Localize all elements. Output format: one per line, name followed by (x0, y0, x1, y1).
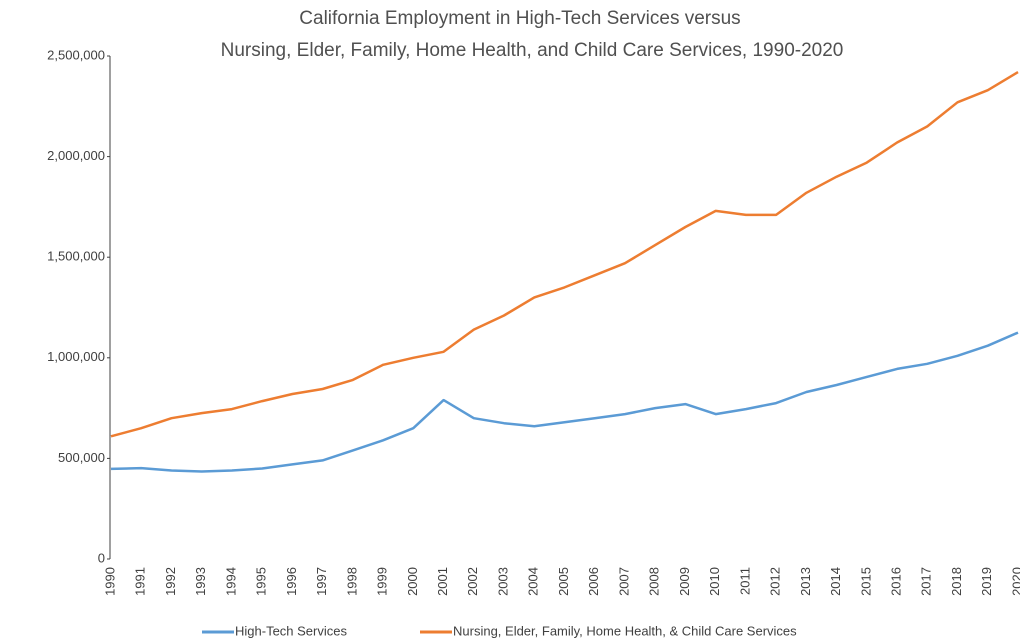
x-tick-label: 2014 (828, 567, 843, 596)
x-tick-label: 2020 (1009, 567, 1020, 596)
y-tick-label: 1,500,000 (47, 249, 105, 264)
x-tick-label: 2004 (526, 567, 541, 596)
x-tick-label: 2012 (768, 567, 783, 596)
x-tick-label: 2018 (949, 567, 964, 596)
x-tick-label: 2013 (798, 567, 813, 596)
series-line (110, 71, 1019, 438)
x-tick-label: 2019 (979, 567, 994, 596)
x-tick-label: 2010 (707, 567, 722, 596)
x-tick-label: 2000 (405, 567, 420, 596)
chart-title: Nursing, Elder, Family, Home Health, and… (221, 40, 844, 61)
x-tick-label: 2002 (465, 567, 480, 596)
x-tick-label: 1990 (102, 567, 117, 596)
x-tick-label: 2016 (889, 567, 904, 596)
x-tick-label: 1995 (254, 567, 269, 596)
x-tick-label: 2009 (677, 567, 692, 596)
x-tick-label: 1994 (223, 567, 238, 596)
x-tick-label: 1996 (284, 567, 299, 596)
y-tick-label: 500,000 (58, 450, 105, 465)
legend-label: Nursing, Elder, Family, Home Health, & C… (453, 623, 797, 638)
x-tick-label: 2017 (919, 567, 934, 596)
x-tick-label: 2005 (556, 567, 571, 596)
x-tick-label: 1991 (133, 567, 148, 596)
x-tick-label: 2015 (858, 567, 873, 596)
x-tick-label: 1993 (193, 567, 208, 596)
x-tick-label: 1998 (344, 567, 359, 596)
x-tick-label: 2001 (435, 567, 450, 596)
y-tick-label: 0 (98, 550, 105, 565)
x-tick-label: 1992 (163, 567, 178, 596)
x-tick-label: 2007 (616, 567, 631, 596)
series-line (110, 331, 1019, 473)
chart-title: California Employment in High-Tech Servi… (299, 8, 740, 29)
x-tick-label: 2008 (647, 567, 662, 596)
y-tick-label: 1,000,000 (47, 349, 105, 364)
x-tick-label: 1999 (375, 567, 390, 596)
x-tick-label: 2003 (495, 567, 510, 596)
legend-label: High-Tech Services (235, 623, 347, 638)
x-tick-label: 2011 (737, 567, 752, 595)
y-tick-label: 2,500,000 (47, 47, 105, 62)
y-tick-label: 2,000,000 (47, 148, 105, 163)
x-tick-label: 2006 (586, 567, 601, 596)
x-tick-label: 1997 (314, 567, 329, 596)
